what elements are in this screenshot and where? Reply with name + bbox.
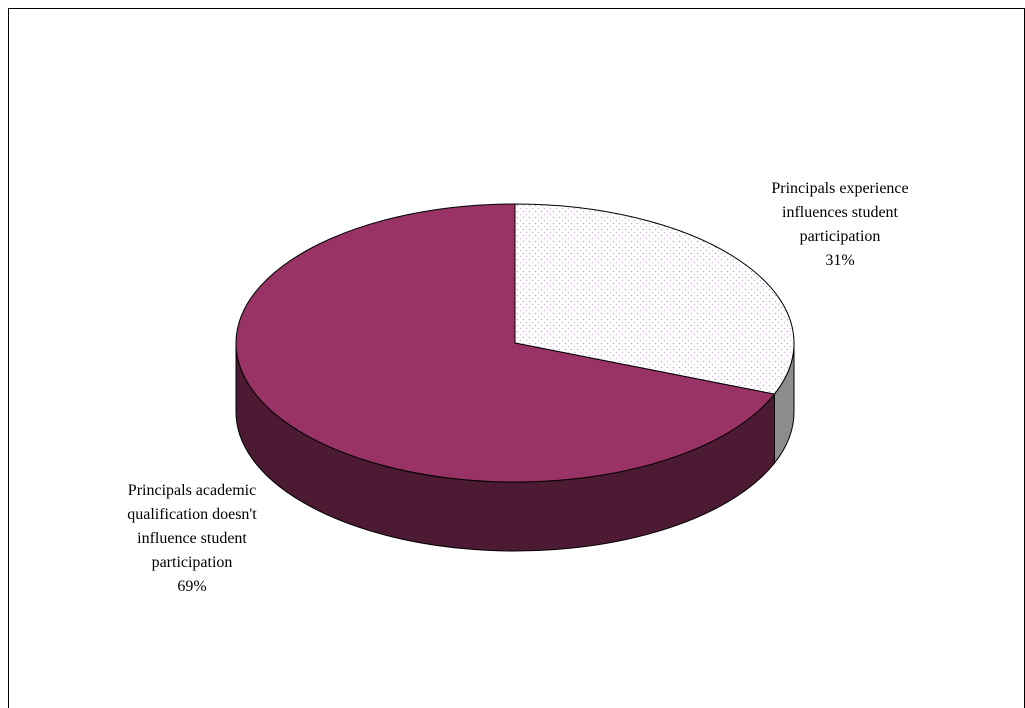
slice-label-line: influence student (137, 530, 247, 547)
slice-label-line: qualification doesn't (127, 506, 257, 523)
pie-slice-1 (235, 203, 776, 483)
slice-label-1: Principals academic qualification doesn't… (127, 482, 257, 595)
slice-label-line: Principals academic (128, 482, 256, 499)
slice-label-line: participation (800, 228, 881, 245)
pie-labels: Principals experience influences student p… (127, 180, 908, 595)
slice-label-line: Principals experience (771, 180, 908, 197)
pie-slice-0 (514, 203, 795, 395)
slice-label-line: participation (152, 554, 233, 571)
slice-percent-0: 31% (825, 252, 854, 269)
slice-label-0: Principals experience influences student p… (771, 180, 908, 269)
pie-tops (235, 203, 795, 483)
slice-label-line: influences student (782, 204, 899, 221)
slice-percent-1: 69% (177, 578, 206, 595)
